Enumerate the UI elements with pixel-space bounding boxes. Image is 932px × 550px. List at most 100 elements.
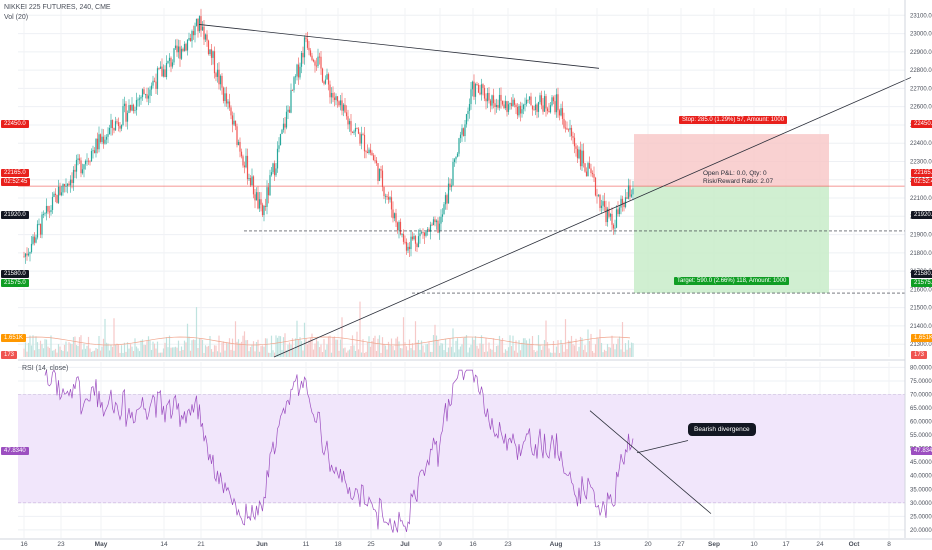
volume-bar — [257, 339, 259, 357]
volume-bar — [243, 331, 246, 357]
candle-body — [345, 112, 348, 117]
volume-bar — [314, 343, 316, 357]
volume-bar — [332, 337, 334, 357]
volume-bar — [393, 350, 396, 357]
volume-bar — [210, 349, 213, 357]
volume-bar — [80, 335, 82, 357]
volume-bar — [231, 338, 234, 357]
volume-bar — [621, 322, 624, 357]
volume-bar — [48, 347, 51, 357]
candle-body — [251, 176, 253, 186]
volume-bar — [506, 350, 508, 357]
volume-bar — [254, 351, 256, 357]
candle-body — [120, 125, 123, 129]
candle-body — [246, 155, 249, 180]
volume-bar — [468, 347, 471, 357]
volume-bar — [326, 344, 328, 357]
volume-bar — [549, 352, 552, 357]
candle-body — [510, 103, 513, 107]
volume-bars — [23, 301, 634, 357]
candle-body — [96, 138, 99, 150]
candle-body — [230, 107, 232, 116]
volume-bar — [386, 349, 388, 357]
candle-body — [186, 39, 189, 51]
candle-body — [360, 134, 363, 144]
candle-body — [74, 169, 76, 172]
candle-body — [437, 220, 439, 233]
volume-bar — [75, 345, 78, 357]
volume-bar — [608, 347, 610, 357]
volume-bar — [140, 340, 142, 357]
candle-body — [101, 136, 103, 142]
volume-bar — [303, 322, 306, 357]
candle-body — [498, 94, 501, 108]
candle-body — [605, 206, 607, 223]
volume-bar — [129, 344, 132, 357]
volume-bar — [104, 318, 106, 357]
volume-bar — [483, 351, 486, 357]
candle-body — [512, 99, 514, 107]
candle-body — [296, 64, 298, 77]
volume-bar — [494, 352, 496, 357]
volume-bar — [300, 341, 303, 357]
volume-bar — [149, 340, 151, 357]
volume-bar — [180, 346, 183, 357]
volume-bar — [413, 350, 415, 357]
candle-body — [573, 137, 576, 147]
volume-bar — [116, 343, 118, 357]
volume-bar — [561, 344, 564, 357]
time-axis-tick-label: 14 — [160, 541, 168, 548]
entry-price-badge-left: 22165.0 — [1, 169, 29, 177]
volume-bar — [437, 340, 439, 357]
volume-bar — [68, 342, 70, 357]
candle-body — [632, 188, 634, 195]
volume-bar — [444, 338, 447, 357]
candle-body — [390, 197, 393, 210]
candle-body — [47, 205, 49, 212]
candle-body — [254, 194, 256, 201]
candle-body — [63, 183, 66, 187]
price-axis-tick-label: 23000.00 — [910, 32, 932, 38]
volume-bar — [50, 335, 52, 357]
volume-bar — [120, 345, 123, 357]
candle-body — [215, 73, 217, 77]
volume-bar — [191, 340, 193, 357]
candle-body — [83, 164, 85, 170]
candle-body — [225, 93, 228, 104]
volume-bar — [383, 343, 385, 357]
volume-bar — [510, 346, 513, 357]
candle-body — [581, 150, 583, 167]
volume-bar — [546, 342, 549, 357]
support-price-badge-left: 21920.0 — [1, 211, 29, 219]
volume-bar — [551, 352, 553, 357]
candle-body — [266, 187, 268, 207]
candle-body — [609, 213, 612, 217]
candle-body — [248, 178, 250, 180]
bearish-divergence-callout: Bearish divergence — [688, 423, 756, 436]
candle-body — [171, 62, 174, 67]
volume-bar — [552, 340, 555, 357]
volume-bar — [29, 335, 31, 357]
candle-body — [155, 81, 157, 89]
candle-body — [446, 195, 448, 204]
candle-body — [362, 134, 364, 136]
candle-body — [263, 206, 265, 216]
volume-bar — [384, 345, 387, 357]
volume-bar — [365, 351, 367, 357]
volume-bar — [459, 346, 462, 357]
volume-bar — [563, 351, 565, 357]
rsi-axis-tick-label: 60.0000 — [910, 420, 932, 426]
price-axis-tick-label: 22700.00 — [910, 86, 932, 92]
volume-bar — [560, 339, 562, 357]
candle-body — [318, 56, 321, 58]
volume-bar — [575, 338, 577, 357]
volume-bar — [309, 337, 312, 357]
volume-bar — [266, 338, 268, 357]
volume-small-badge-right: 173 — [911, 351, 928, 359]
candle-body — [50, 209, 52, 213]
volume-bar — [588, 341, 591, 357]
volume-bar — [470, 344, 472, 357]
volume-bar — [141, 339, 144, 357]
candle-body — [383, 187, 385, 197]
